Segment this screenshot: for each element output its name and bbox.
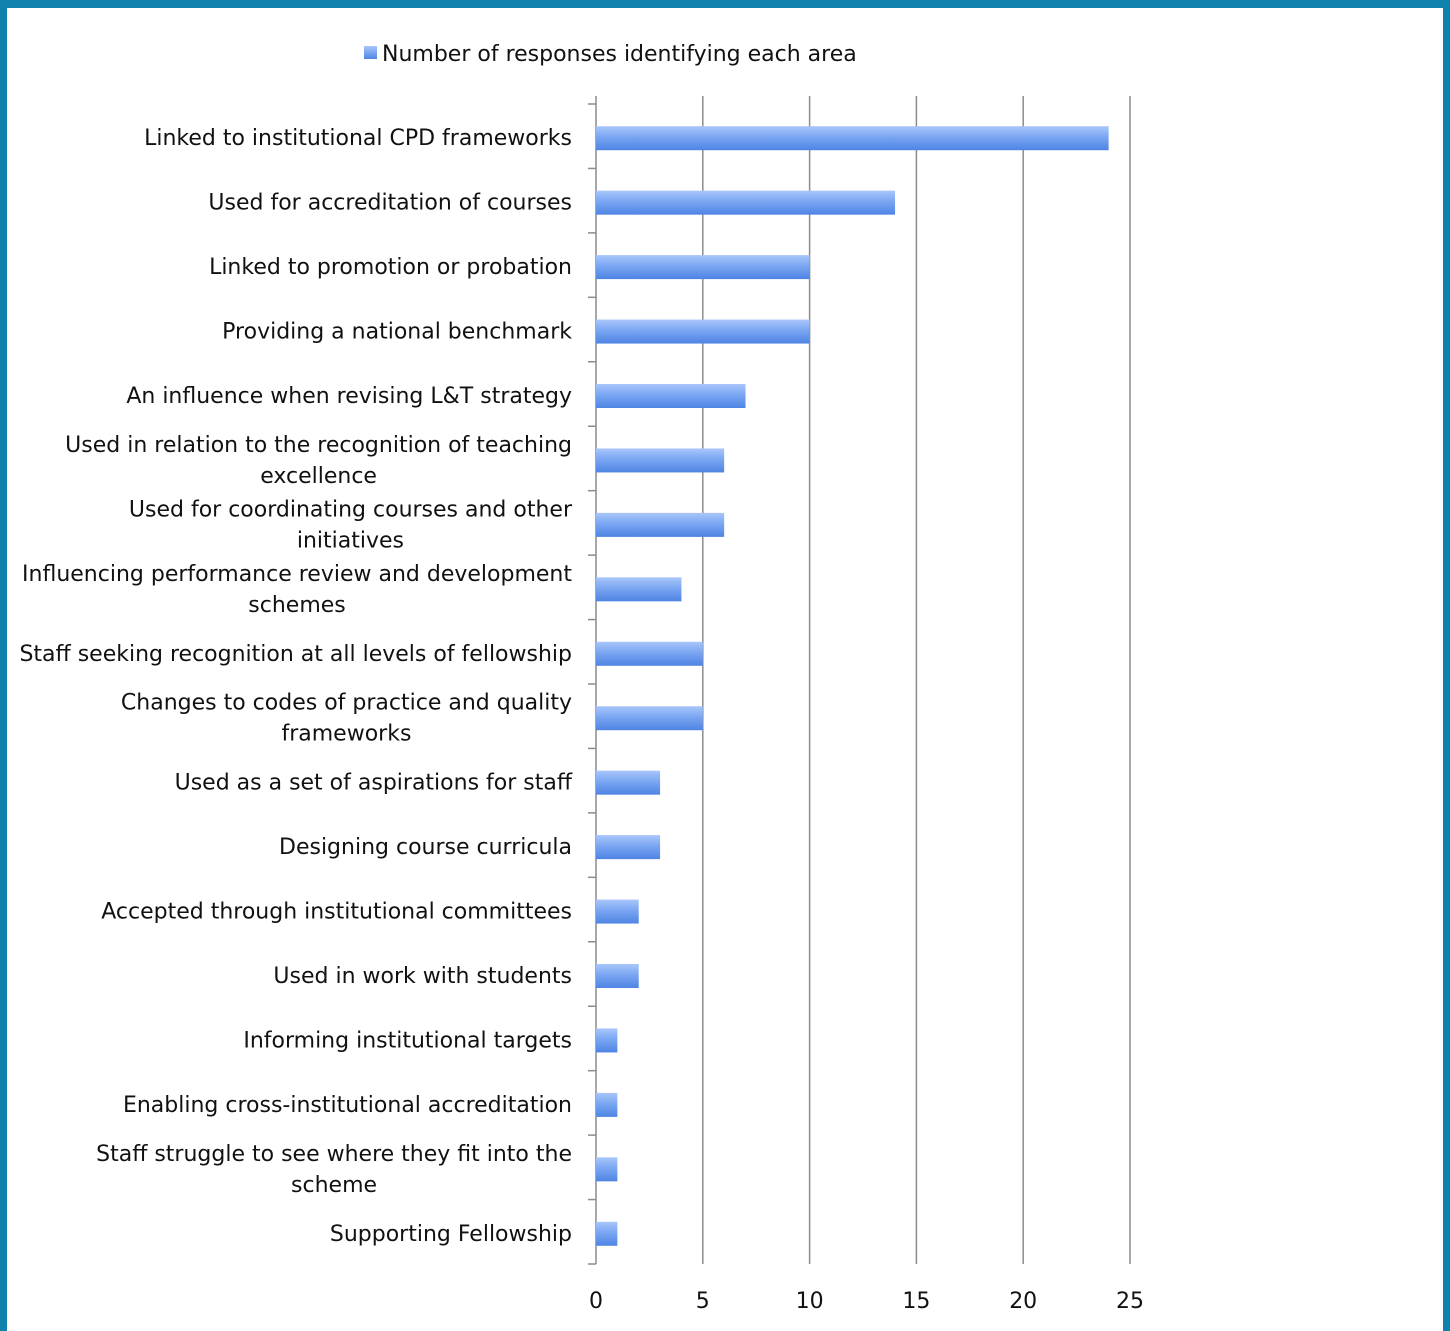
- x-tick-label: 0: [589, 1289, 603, 1314]
- bar: [596, 319, 810, 344]
- category-label: Staff seeking recognition at all levels …: [19, 642, 572, 667]
- category-label: Enabling cross-institutional accreditati…: [123, 1093, 572, 1118]
- bar: [596, 126, 1109, 151]
- category-label: Supporting Fellowship: [330, 1222, 572, 1247]
- category-label: Influencing performance review and devel…: [22, 562, 572, 587]
- category-label: frameworks: [281, 722, 411, 747]
- legend-swatch: [364, 46, 377, 59]
- gridlines: [702, 96, 1131, 1264]
- category-label: Designing course curricula: [279, 835, 572, 860]
- category-label: An influence when revising L&T strategy: [126, 384, 572, 409]
- bar: [596, 1092, 618, 1117]
- category-label: Used in relation to the recognition of t…: [65, 433, 572, 458]
- x-tick-label: 20: [1009, 1289, 1037, 1314]
- bar: [596, 448, 725, 473]
- bar: [596, 641, 703, 666]
- legend: Number of responses identifying each are…: [364, 42, 857, 67]
- category-label: Used in work with students: [273, 964, 572, 989]
- bar: [596, 835, 661, 860]
- category-labels: Linked to institutional CPD frameworks Us…: [19, 126, 572, 1247]
- bar: [596, 577, 682, 602]
- category-label: Staff struggle to see where they fit int…: [96, 1142, 572, 1167]
- category-label: Changes to codes of practice and quality: [121, 691, 572, 716]
- bars: [596, 126, 1109, 1246]
- x-tick-label: 5: [696, 1289, 710, 1314]
- category-label: Linked to promotion or probation: [209, 255, 572, 280]
- bar: [596, 899, 639, 924]
- category-label: Informing institutional targets: [243, 1028, 572, 1053]
- bar: [596, 1028, 618, 1053]
- bar: [596, 512, 725, 537]
- x-tick-label: 25: [1116, 1289, 1144, 1314]
- category-label: initiatives: [297, 528, 404, 553]
- x-tick-label: 15: [902, 1289, 930, 1314]
- y-axis: [588, 96, 597, 1265]
- category-label: Used as a set of aspirations for staff: [175, 771, 573, 796]
- bar: [596, 255, 810, 280]
- bar: [596, 706, 703, 731]
- category-label: Providing a national benchmark: [222, 320, 572, 345]
- bar: [596, 190, 896, 215]
- category-label: Used for accreditation of courses: [208, 191, 572, 216]
- category-label: Linked to institutional CPD frameworks: [144, 126, 572, 151]
- category-label: scheme: [291, 1173, 377, 1198]
- x-tick-labels: 0 5 10 15 20 25: [589, 1289, 1144, 1314]
- bar: [596, 384, 746, 408]
- legend-label: Number of responses identifying each are…: [382, 42, 857, 67]
- bar: [596, 964, 639, 988]
- x-tick-label: 10: [796, 1289, 824, 1314]
- category-label: schemes: [248, 593, 345, 618]
- bar: [596, 1221, 618, 1246]
- category-label: excellence: [260, 464, 377, 489]
- bar: [596, 1157, 618, 1182]
- category-label: Accepted through institutional committee…: [101, 900, 572, 925]
- category-label: Used for coordinating courses and other: [129, 497, 573, 522]
- bar: [596, 770, 661, 795]
